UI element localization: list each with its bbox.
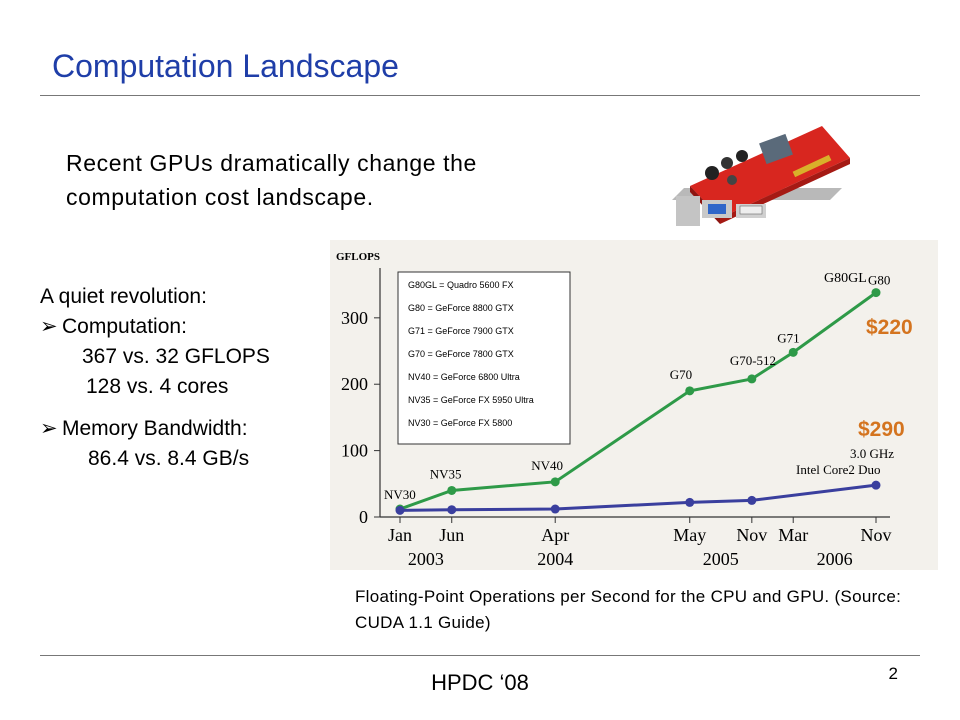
- cores-line: 128 vs. 4 cores: [86, 375, 229, 398]
- key-points: A quiet revolution: ➢ Computation: 367 vs…: [40, 282, 270, 474]
- legend-entry: G71 = GeForce 7900 GTX: [408, 326, 514, 336]
- cpu-ghz-label: 3.0 GHz: [850, 446, 894, 461]
- y-tick-label: 0: [359, 507, 368, 527]
- cpu-price-label: $290: [858, 418, 905, 441]
- y-tick-label: 300: [341, 308, 368, 328]
- computation-label: Computation:: [62, 315, 187, 338]
- data-label: NV30: [384, 487, 416, 502]
- arrow-bullet-icon: ➢: [40, 417, 58, 440]
- gflops-line: 367 vs. 32 GFLOPS: [82, 345, 270, 368]
- title-divider: [40, 95, 920, 96]
- data-label: G70: [670, 367, 692, 382]
- g80gl-label: G80GL: [824, 271, 867, 286]
- x-tick-month: Jun: [439, 525, 464, 545]
- legend-entry: NV30 = GeForce FX 5800: [408, 418, 512, 428]
- legend-entry: NV35 = GeForce FX 5950 Ultra: [408, 395, 534, 405]
- data-point: [447, 485, 457, 495]
- footer-text: HPDC ‘08: [431, 670, 529, 695]
- x-tick-year: 2005: [703, 549, 739, 569]
- y-axis-label: GFLOPS: [336, 251, 380, 263]
- data-label: G71: [777, 330, 799, 345]
- data-point: [395, 505, 405, 515]
- bandwidth-bullet: ➢ Memory Bandwidth:: [40, 414, 270, 444]
- x-tick-month: Mar: [778, 525, 808, 545]
- graphics-card-photo: [672, 126, 850, 226]
- series-line: [399, 483, 877, 512]
- footer-divider: [40, 655, 920, 656]
- data-point: [788, 347, 798, 357]
- x-tick-year: 2006: [817, 549, 853, 569]
- x-tick-month: May: [673, 525, 706, 545]
- x-tick-year: 2004: [537, 549, 573, 569]
- x-tick-month: Nov: [736, 525, 767, 545]
- bandwidth-line: 86.4 vs. 8.4 GB/s: [88, 447, 250, 470]
- data-point: [550, 477, 560, 487]
- page-number: 2: [888, 664, 898, 683]
- bandwidth-label: Memory Bandwidth:: [62, 417, 248, 440]
- x-tick-year: 2003: [408, 549, 444, 569]
- data-label: NV35: [430, 466, 462, 481]
- arrow-bullet-icon: ➢: [40, 315, 58, 338]
- chart-legend: G80GL = Quadro 5600 FX G80 = GeForce 8800…: [397, 271, 571, 445]
- data-point: [871, 480, 881, 490]
- revolution-heading: A quiet revolution:: [40, 285, 207, 308]
- chart-caption: Floating-Point Operations per Second for…: [355, 587, 902, 632]
- legend-entry: NV40 = GeForce 6800 Ultra: [408, 372, 520, 382]
- legend-entry: G70 = GeForce 7800 GTX: [408, 349, 514, 359]
- data-point: [871, 288, 881, 298]
- gpu-price-label: $220: [866, 316, 913, 339]
- computation-bullet: ➢ Computation:: [40, 312, 270, 342]
- data-point: [685, 497, 695, 507]
- data-point: [685, 386, 695, 396]
- data-point: [447, 505, 457, 515]
- data-label: G70-512: [730, 353, 776, 368]
- x-tick-month: Apr: [541, 525, 569, 545]
- legend-entry: G80GL = Quadro 5600 FX: [408, 280, 513, 290]
- data-point: [550, 504, 560, 514]
- gflops-chart: GFLOPS 0 100 200 300 Jan Jun Apr May Nov Mar Nov 20…: [330, 240, 938, 570]
- subtitle-text: Recent GPUs dramatically change the comp…: [66, 150, 477, 210]
- data-point: [747, 495, 757, 505]
- slide-title: Computation Landscape: [52, 48, 399, 84]
- legend-entry: G80 = GeForce 8800 GTX: [408, 303, 514, 313]
- y-tick-label: 200: [341, 374, 368, 394]
- x-tick-month: Jan: [388, 525, 412, 545]
- x-tick-month: Nov: [861, 525, 892, 545]
- data-label: NV40: [531, 458, 563, 473]
- y-tick-label: 100: [341, 441, 368, 461]
- data-point: [747, 374, 757, 384]
- cpu-name-label: Intel Core2 Duo: [796, 462, 880, 477]
- data-label: G80: [868, 273, 890, 288]
